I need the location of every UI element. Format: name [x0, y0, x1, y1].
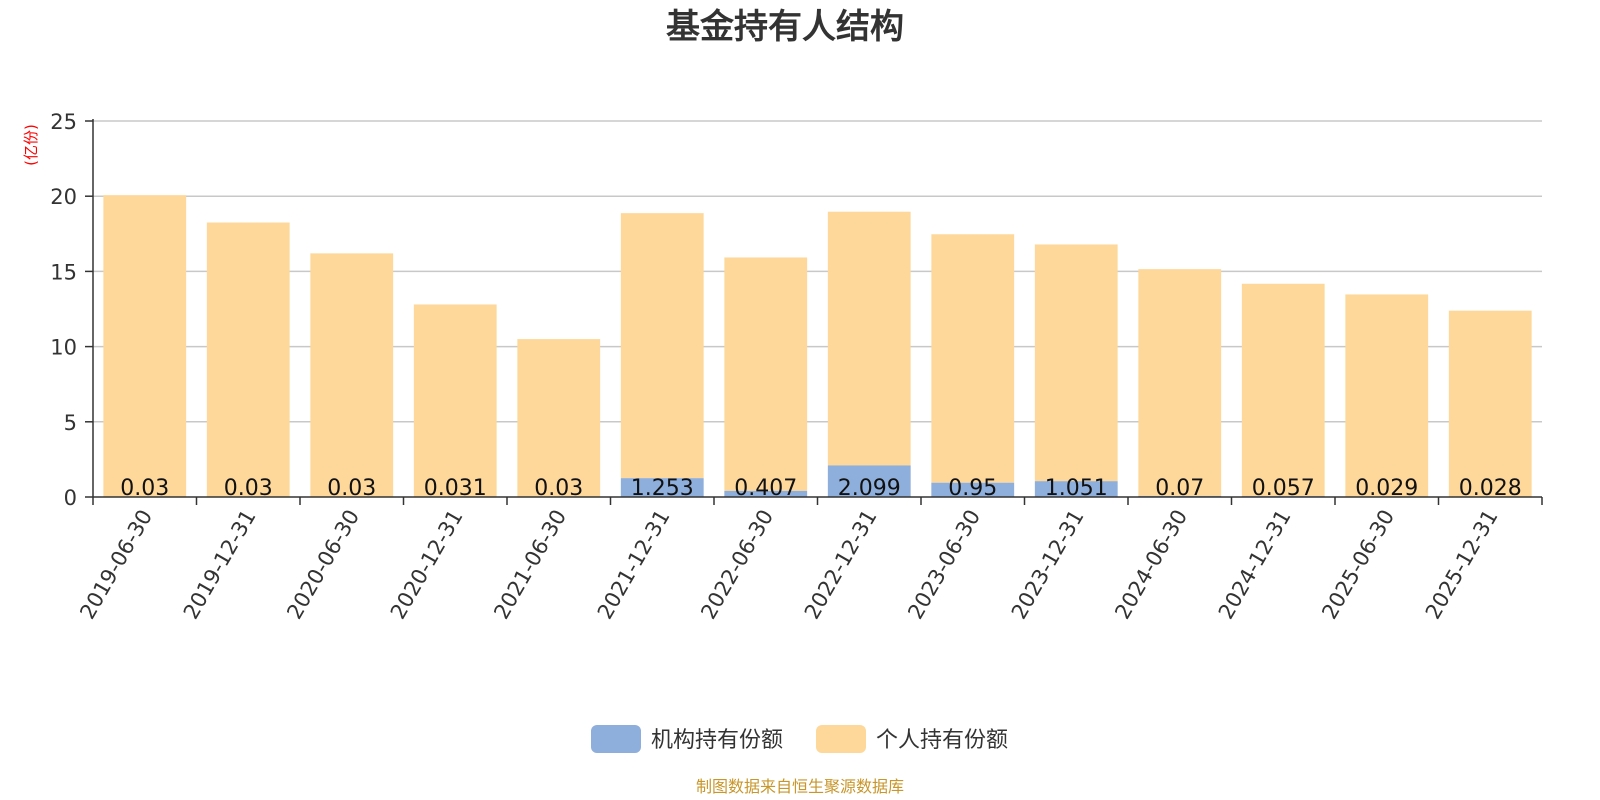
- data-label-institutional: 0.407: [734, 476, 797, 501]
- bar-personal[interactable]: [413, 304, 497, 497]
- bar-personal[interactable]: [1345, 294, 1429, 497]
- x-tick-label: 2025-12-31: [1421, 506, 1503, 624]
- x-tick-label: 2022-12-31: [800, 506, 882, 624]
- bar-personal[interactable]: [1241, 283, 1325, 497]
- data-label-institutional: 0.03: [120, 476, 169, 501]
- chart-title: 基金持有人结构: [666, 7, 904, 47]
- x-tick-label: 2023-12-31: [1007, 506, 1089, 624]
- data-label-institutional: 0.03: [327, 476, 376, 501]
- data-label-institutional: 2.099: [838, 476, 901, 501]
- x-tick-label: 2019-12-31: [179, 506, 261, 624]
- data-label-institutional: 0.031: [424, 476, 487, 501]
- legend-swatch: [591, 725, 641, 753]
- y-tick-label: 0: [64, 486, 77, 510]
- x-tick-label: 2021-06-30: [489, 506, 571, 624]
- bar-institutional[interactable]: [1034, 481, 1118, 497]
- data-labels: 0.03 0.03 0.03 0.031 0.03 1.253 0.407 2.099 0.95…: [120, 476, 1521, 501]
- x-tick-label: 2025-06-30: [1317, 506, 1399, 624]
- bar-personal[interactable]: [310, 253, 394, 497]
- bar-personal[interactable]: [206, 222, 290, 497]
- data-label-institutional: 0.028: [1459, 476, 1522, 501]
- legend-label: 机构持有份额: [651, 728, 783, 753]
- bar-personal[interactable]: [1138, 269, 1222, 496]
- data-label-institutional: 0.07: [1155, 476, 1204, 501]
- data-label-institutional: 0.03: [224, 476, 273, 501]
- bar-institutional[interactable]: [724, 490, 808, 497]
- bars: [103, 195, 1532, 497]
- x-tick-label: 2020-06-30: [282, 506, 364, 624]
- legend-item-personal[interactable]: 个人持有份额: [816, 725, 1008, 753]
- x-tick-label: 2023-06-30: [903, 506, 985, 624]
- bar-institutional[interactable]: [620, 478, 704, 497]
- legend-swatch: [816, 725, 866, 753]
- x-tick-label: 2019-06-30: [75, 506, 157, 624]
- bar-personal[interactable]: [517, 339, 601, 497]
- legend[interactable]: 机构持有份额 个人持有份额: [591, 725, 1008, 753]
- data-label-institutional: 1.253: [631, 476, 694, 501]
- bar-personal[interactable]: [1034, 244, 1118, 482]
- bar-personal[interactable]: [827, 211, 911, 466]
- y-tick-label: 10: [50, 336, 77, 360]
- x-tick-label: 2021-12-31: [593, 506, 675, 624]
- bar-personal[interactable]: [1448, 310, 1532, 497]
- legend-label: 个人持有份额: [876, 728, 1008, 753]
- bar-personal[interactable]: [620, 213, 704, 479]
- x-tick-label: 2024-06-30: [1110, 506, 1192, 624]
- y-tick-label: 25: [50, 110, 77, 134]
- y-tick-label: 5: [64, 411, 77, 435]
- bar-personal[interactable]: [931, 234, 1015, 483]
- source-note: 制图数据来自恒生聚源数据库: [696, 777, 904, 796]
- data-label-institutional: 0.03: [534, 476, 583, 501]
- legend-item-institutional[interactable]: 机构持有份额: [591, 725, 783, 753]
- data-label-institutional: 0.029: [1355, 476, 1418, 501]
- bar-institutional[interactable]: [827, 465, 911, 497]
- data-label-institutional: 0.95: [948, 476, 997, 501]
- y-axis-unit-label: (亿份): [22, 124, 40, 166]
- x-tick-label: 2020-12-31: [386, 506, 468, 624]
- y-tick-label: 20: [50, 185, 77, 209]
- data-label-institutional: 1.051: [1045, 476, 1108, 501]
- x-tick-label: 2024-12-31: [1214, 506, 1296, 624]
- bar-institutional[interactable]: [931, 482, 1015, 497]
- bar-personal[interactable]: [103, 195, 187, 497]
- x-tick-label: 2022-06-30: [696, 506, 778, 624]
- y-tick-label: 15: [50, 260, 77, 284]
- data-label-institutional: 0.057: [1252, 476, 1315, 501]
- bar-personal[interactable]: [724, 257, 808, 491]
